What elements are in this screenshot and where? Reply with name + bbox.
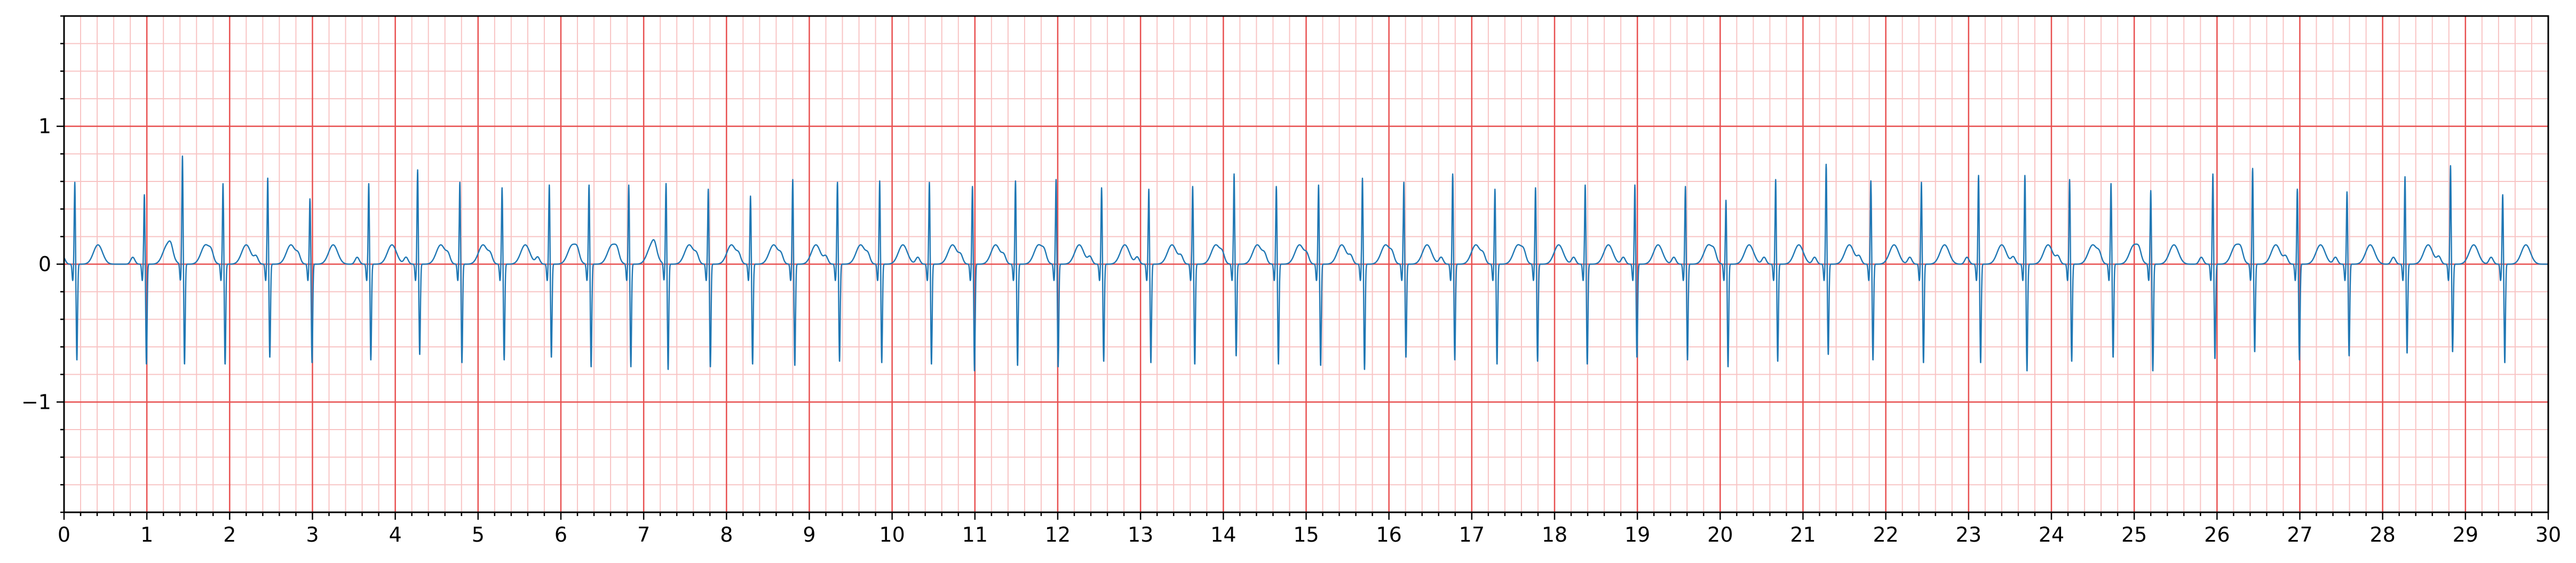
x-tick-label: 11	[962, 523, 988, 546]
x-tick-label: 13	[1128, 523, 1153, 546]
x-tick-label: 30	[2535, 523, 2561, 546]
x-tick-label: 16	[1376, 523, 1401, 546]
x-tick-label: 14	[1210, 523, 1236, 546]
x-axis-ticks	[63, 512, 2549, 520]
y-tick-label: −1	[21, 390, 51, 414]
major-grid	[63, 16, 2549, 512]
x-axis-tick-labels: 0 1 2 3 4 5 6 7 8 9 10 11 12 13 14 15 16 17 18 19 20 21 22 23 24…	[58, 523, 2561, 546]
x-tick-label: 7	[637, 523, 650, 546]
x-tick-label: 10	[879, 523, 905, 546]
y-axis-tick-labels: −1 0 1	[21, 115, 51, 414]
x-tick-label: 6	[554, 523, 567, 546]
x-tick-label: 26	[2204, 523, 2230, 546]
x-tick-label: 27	[2287, 523, 2312, 546]
x-tick-label: 4	[389, 523, 402, 546]
y-axis-ticks	[57, 15, 64, 513]
x-tick-label: 9	[803, 523, 815, 546]
y-tick-label: 1	[38, 115, 51, 138]
ecg-series-line	[64, 155, 2549, 371]
x-tick-label: 25	[2121, 523, 2147, 546]
x-tick-label: 21	[1790, 523, 1816, 546]
x-tick-label: 19	[1624, 523, 1650, 546]
x-tick-label: 3	[306, 523, 319, 546]
x-tick-label: 15	[1293, 523, 1319, 546]
x-tick-label: 8	[720, 523, 733, 546]
x-tick-label: 18	[1542, 523, 1567, 546]
x-tick-label: 1	[140, 523, 153, 546]
x-tick-label: 20	[1707, 523, 1733, 546]
x-tick-label: 2	[223, 523, 236, 546]
x-tick-label: 17	[1459, 523, 1485, 546]
y-tick-label: 0	[38, 252, 51, 276]
x-tick-label: 29	[2453, 523, 2478, 546]
series-layer	[64, 155, 2549, 371]
x-tick-label: 22	[1873, 523, 1898, 546]
x-tick-label: 5	[472, 523, 485, 546]
x-tick-label: 12	[1045, 523, 1071, 546]
x-tick-label: 23	[1956, 523, 1981, 546]
x-tick-label: 28	[2369, 523, 2395, 546]
x-tick-label: 0	[58, 523, 70, 546]
x-tick-label: 24	[2039, 523, 2064, 546]
